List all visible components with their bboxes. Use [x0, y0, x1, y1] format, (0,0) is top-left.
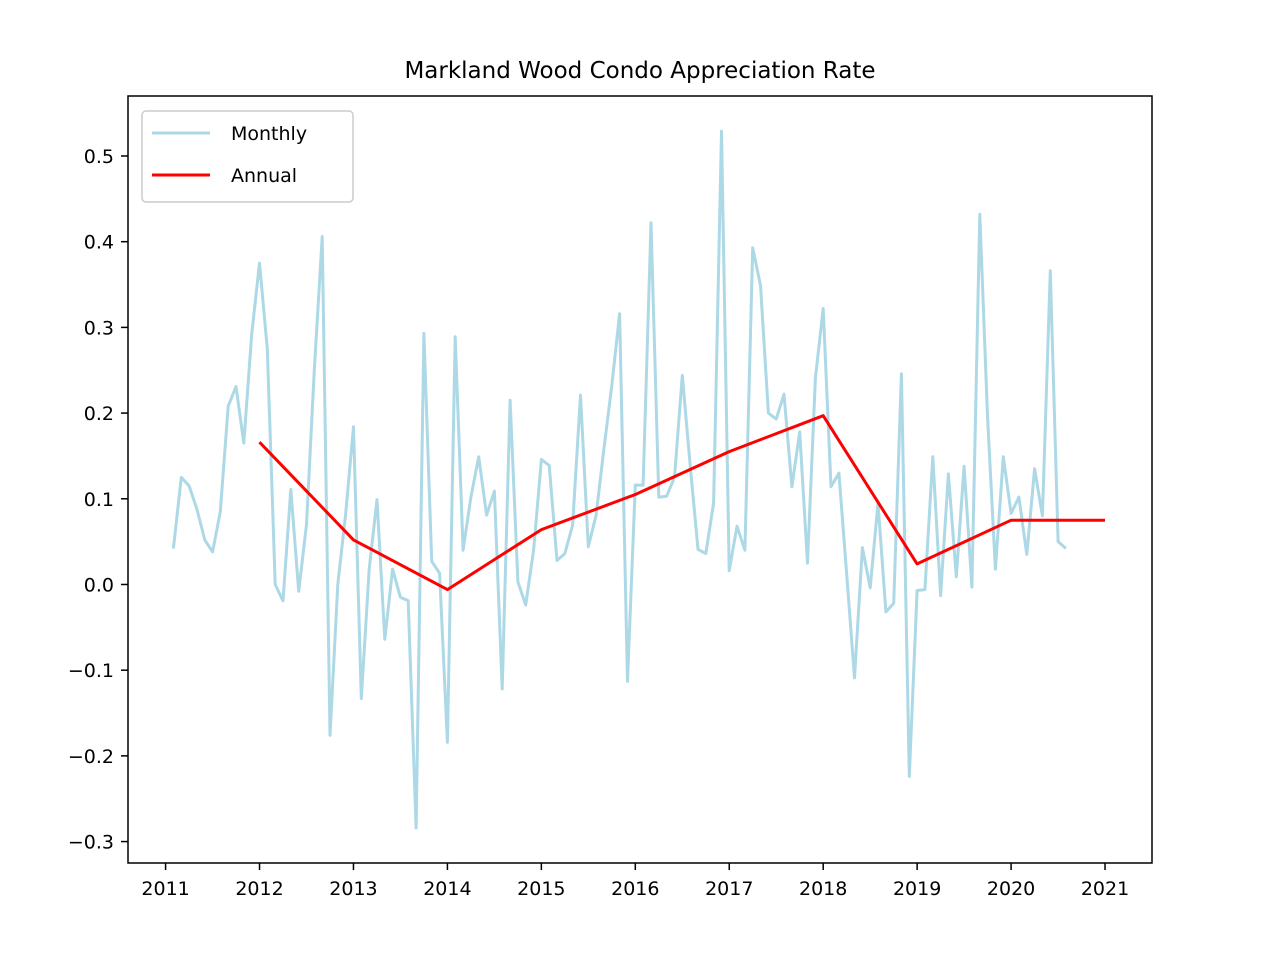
- plot-area: [171, 129, 1105, 830]
- x-tick-label: 2019: [893, 878, 941, 900]
- y-tick-label: −0.1: [68, 660, 114, 682]
- x-tick-label: 2021: [1081, 878, 1129, 900]
- chart-title: Markland Wood Condo Appreciation Rate: [404, 58, 875, 84]
- y-tick-label: 0.1: [84, 489, 114, 511]
- y-tick-label: 0.2: [84, 403, 114, 425]
- y-axis: −0.3 −0.2 −0.1 0.0 0.1 0.2 0.3 0.4 0.5: [68, 146, 128, 854]
- plot-frame: [127, 95, 1153, 864]
- legend-label-monthly: Monthly: [231, 123, 307, 145]
- x-tick-label: 2020: [987, 878, 1035, 900]
- y-tick-label: 0.0: [84, 574, 114, 596]
- x-tick-label: 2014: [423, 878, 471, 900]
- y-tick-label: 0.4: [84, 232, 114, 254]
- x-tick-label: 2018: [799, 878, 847, 900]
- series-line-monthly: [171, 129, 1067, 830]
- x-axis: 2011 2012 2013 2014 2015 2016 2017 2018 2019 2020…: [141, 863, 1129, 900]
- y-tick-label: −0.2: [68, 746, 114, 768]
- x-tick-label: 2015: [517, 878, 565, 900]
- x-tick-label: 2016: [611, 878, 659, 900]
- y-tick-label: 0.3: [84, 317, 114, 339]
- x-tick-label: 2011: [141, 878, 189, 900]
- y-tick-label: −0.3: [68, 832, 114, 854]
- legend-label-annual: Annual: [231, 165, 297, 187]
- series-line-annual: [258, 414, 1105, 592]
- x-tick-label: 2013: [329, 878, 377, 900]
- y-tick-label: 0.5: [84, 146, 114, 168]
- legend: Monthly Annual: [141, 110, 354, 203]
- x-tick-label: 2017: [705, 878, 753, 900]
- x-tick-label: 2012: [235, 878, 283, 900]
